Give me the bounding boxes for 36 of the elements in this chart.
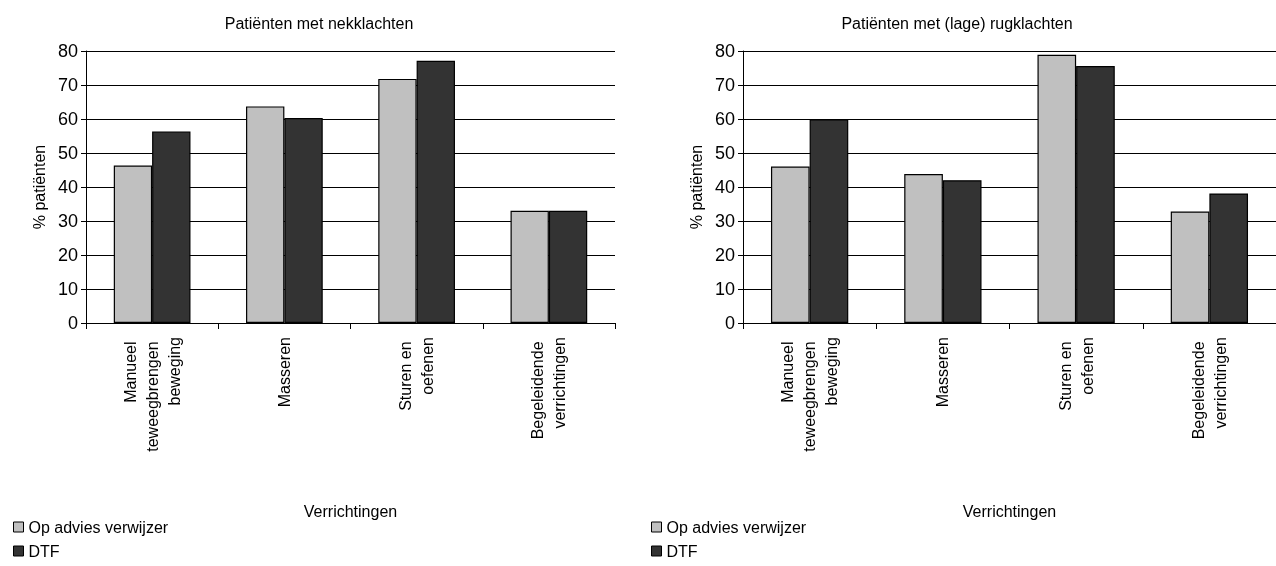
x-tick-label: Manueel teweegbrengen beweging bbox=[779, 337, 841, 452]
legend-label: DTF bbox=[666, 542, 698, 560]
y-tick-label: 50 bbox=[57, 143, 78, 163]
x-tick-label: Sturen en oefenen bbox=[1056, 337, 1096, 411]
legend-label: DTF bbox=[28, 542, 60, 560]
y-tick-label: 70 bbox=[57, 75, 78, 95]
x-axis-title: Verrichtingen bbox=[962, 502, 1057, 520]
x-tick-label: Masseren bbox=[934, 337, 952, 408]
y-axis-title: % patiënten bbox=[687, 144, 705, 230]
y-tick-label: 60 bbox=[714, 109, 735, 129]
y-axis-title: % patiënten bbox=[30, 144, 48, 230]
y-tick-label: 30 bbox=[57, 211, 78, 231]
x-tick-label: Begeleidende verrichtingen bbox=[529, 337, 569, 440]
y-tick-label: 60 bbox=[57, 109, 78, 129]
y-tick-label: 30 bbox=[714, 211, 735, 231]
y-tick-label: 20 bbox=[714, 245, 735, 265]
x-axis-title: Verrichtingen bbox=[303, 502, 398, 520]
x-tick-label: Sturen en oefenen bbox=[397, 337, 437, 411]
legend-label: Op advies verwijzer bbox=[28, 518, 169, 536]
y-tick-label: 80 bbox=[57, 41, 78, 61]
x-tick-label: Begeleidende verrichtingen bbox=[1189, 337, 1229, 440]
y-tick-label: 70 bbox=[714, 75, 735, 95]
y-tick-label: 40 bbox=[57, 177, 78, 197]
chart-title: Patiënten met (lage) rugklachten bbox=[841, 14, 1073, 32]
x-tick-label: Manueel teweegbrengen beweging bbox=[121, 337, 183, 452]
y-tick-label: 80 bbox=[714, 41, 735, 61]
y-tick-label: 20 bbox=[57, 245, 78, 265]
chart-title: Patiënten met nekklachten bbox=[224, 14, 414, 32]
y-tick-label: 0 bbox=[67, 313, 78, 333]
y-tick-label: 40 bbox=[714, 177, 735, 197]
y-tick-label: 10 bbox=[714, 279, 735, 299]
y-tick-label: 50 bbox=[714, 143, 735, 163]
y-tick-label: 0 bbox=[724, 313, 735, 333]
legend-label: Op advies verwijzer bbox=[666, 518, 807, 536]
y-tick-label: 10 bbox=[57, 279, 78, 299]
x-tick-label: Masseren bbox=[275, 337, 293, 408]
